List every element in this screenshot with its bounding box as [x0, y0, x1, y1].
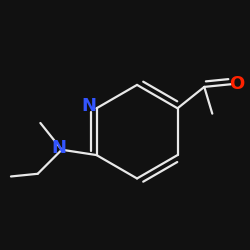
Text: O: O	[229, 75, 244, 93]
Text: N: N	[52, 140, 66, 158]
Text: N: N	[82, 96, 96, 114]
